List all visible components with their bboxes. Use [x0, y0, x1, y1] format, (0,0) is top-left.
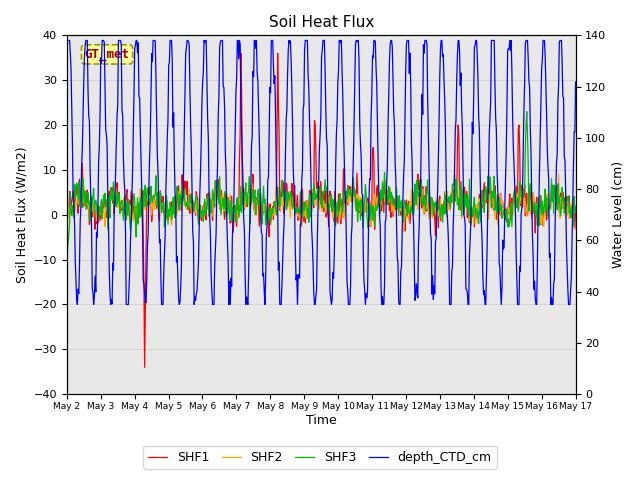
- depth_CTD_cm: [399, 195, 407, 201]
- SHF3: [383, 196, 390, 202]
- Y-axis label: Water Level (cm): Water Level (cm): [612, 161, 625, 268]
- SHF2: [400, 228, 408, 234]
- SHF1: [572, 204, 579, 209]
- Title: Soil Heat Flux: Soil Heat Flux: [269, 15, 374, 30]
- SHF1: [177, 192, 184, 198]
- SHF2: [125, 203, 132, 208]
- SHF2: [72, 198, 80, 204]
- Y-axis label: Soil Heat Flux (W/m2): Soil Heat Flux (W/m2): [15, 146, 28, 283]
- Line: SHF1: SHF1: [67, 53, 575, 367]
- SHF2: [383, 188, 390, 193]
- depth_CTD_cm: [572, 79, 579, 85]
- depth_CTD_cm: [204, 134, 212, 140]
- Line: depth_CTD_cm: depth_CTD_cm: [67, 40, 575, 304]
- SHF3: [72, 184, 80, 190]
- Legend: SHF1, SHF2, SHF3, depth_CTD_cm: SHF1, SHF2, SHF3, depth_CTD_cm: [143, 446, 497, 469]
- SHF3: [572, 204, 579, 209]
- depth_CTD_cm: [177, 264, 185, 269]
- depth_CTD_cm: [126, 266, 134, 272]
- Line: SHF2: SHF2: [67, 174, 575, 231]
- depth_CTD_cm: [63, 37, 71, 43]
- SHF3: [125, 197, 132, 203]
- SHF2: [63, 213, 70, 218]
- SHF1: [72, 193, 80, 199]
- SHF3: [203, 206, 211, 212]
- SHF2: [555, 171, 563, 177]
- X-axis label: Time: Time: [306, 414, 337, 427]
- SHF2: [203, 196, 211, 202]
- depth_CTD_cm: [74, 301, 81, 307]
- depth_CTD_cm: [73, 298, 81, 303]
- SHF3: [176, 192, 184, 197]
- SHF1: [63, 214, 70, 219]
- SHF1: [125, 197, 132, 203]
- SHF2: [572, 225, 579, 231]
- Line: SHF3: SHF3: [67, 111, 575, 260]
- SHF1: [399, 204, 407, 210]
- SHF1: [384, 193, 392, 199]
- SHF1: [141, 364, 148, 370]
- SHF1: [237, 50, 244, 56]
- SHF1: [204, 199, 211, 205]
- Text: GT_met: GT_met: [84, 48, 129, 61]
- SHF3: [397, 198, 405, 204]
- SHF2: [397, 204, 405, 210]
- SHF3: [63, 257, 70, 263]
- depth_CTD_cm: [384, 120, 392, 125]
- SHF2: [176, 188, 184, 194]
- SHF3: [523, 108, 531, 114]
- depth_CTD_cm: [63, 76, 70, 82]
